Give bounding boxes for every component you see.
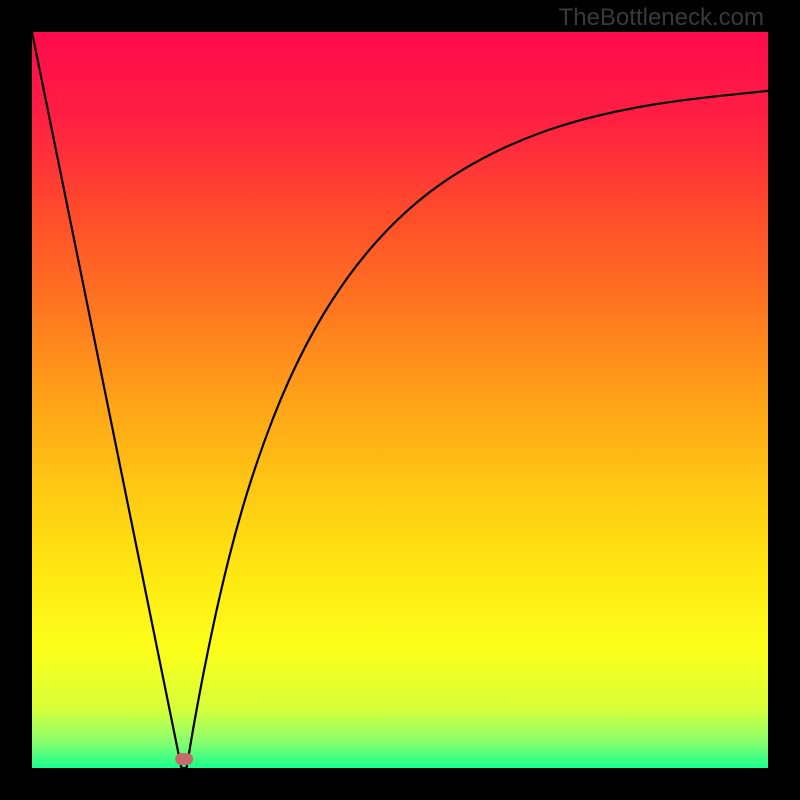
gradient-background — [32, 32, 768, 768]
plot-area — [32, 32, 768, 768]
chart-frame: TheBottleneck.com — [0, 0, 800, 800]
minimum-marker — [176, 753, 194, 765]
watermark-text: TheBottleneck.com — [559, 4, 764, 32]
chart-svg — [32, 32, 768, 768]
